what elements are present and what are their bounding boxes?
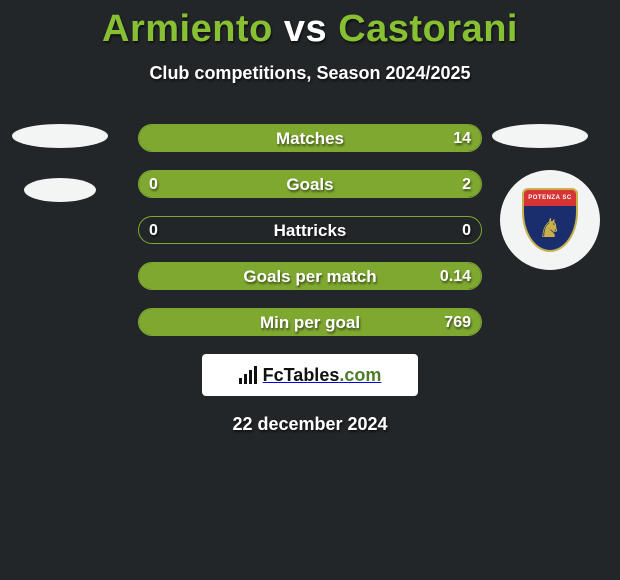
stats-container: Matches 14 0 Goals 2 0 Hattricks 0 Goals… [138, 124, 482, 336]
left-placeholder-ellipse-2 [24, 178, 96, 202]
stat-row: Matches 14 [138, 124, 482, 152]
stat-label: Hattricks [139, 217, 481, 244]
comparison-title: Armiento vs Castorani [0, 0, 620, 51]
crest-top-text: POTENZA SC [528, 195, 571, 201]
player-right-name: Castorani [338, 8, 518, 50]
vs-text: vs [284, 8, 327, 50]
stat-row: 0 Goals 2 [138, 170, 482, 198]
right-placeholder-ellipse [492, 124, 588, 148]
player-left-name: Armiento [102, 8, 273, 50]
crest-shield: POTENZA SC ♞ [522, 188, 578, 252]
fctables-link[interactable]: FcTables.com [202, 354, 418, 396]
stat-value-right: 0 [462, 217, 471, 244]
stat-value-right: 14 [453, 125, 471, 152]
right-club-crest: POTENZA SC ♞ [500, 170, 600, 270]
stat-value-right: 2 [462, 171, 471, 198]
stat-label: Min per goal [139, 309, 481, 336]
brand-domain: .com [339, 365, 381, 385]
stat-label: Matches [139, 125, 481, 152]
crest-body: ♞ [524, 206, 576, 250]
stat-value-right: 769 [444, 309, 471, 336]
crest-top-banner: POTENZA SC [524, 190, 576, 206]
stat-value-right: 0.14 [440, 263, 471, 290]
left-placeholder-ellipse-1 [12, 124, 108, 148]
brand-name: FcTables [263, 365, 340, 385]
stat-row: Goals per match 0.14 [138, 262, 482, 290]
stat-row: Min per goal 769 [138, 308, 482, 336]
brand-text: FcTables.com [263, 365, 382, 386]
bar-chart-icon [239, 366, 257, 384]
stat-label: Goals per match [139, 263, 481, 290]
snapshot-date: 22 december 2024 [0, 414, 620, 435]
stat-label: Goals [139, 171, 481, 198]
lion-icon: ♞ [538, 215, 561, 241]
stat-row: 0 Hattricks 0 [138, 216, 482, 244]
comparison-subtitle: Club competitions, Season 2024/2025 [0, 63, 620, 84]
